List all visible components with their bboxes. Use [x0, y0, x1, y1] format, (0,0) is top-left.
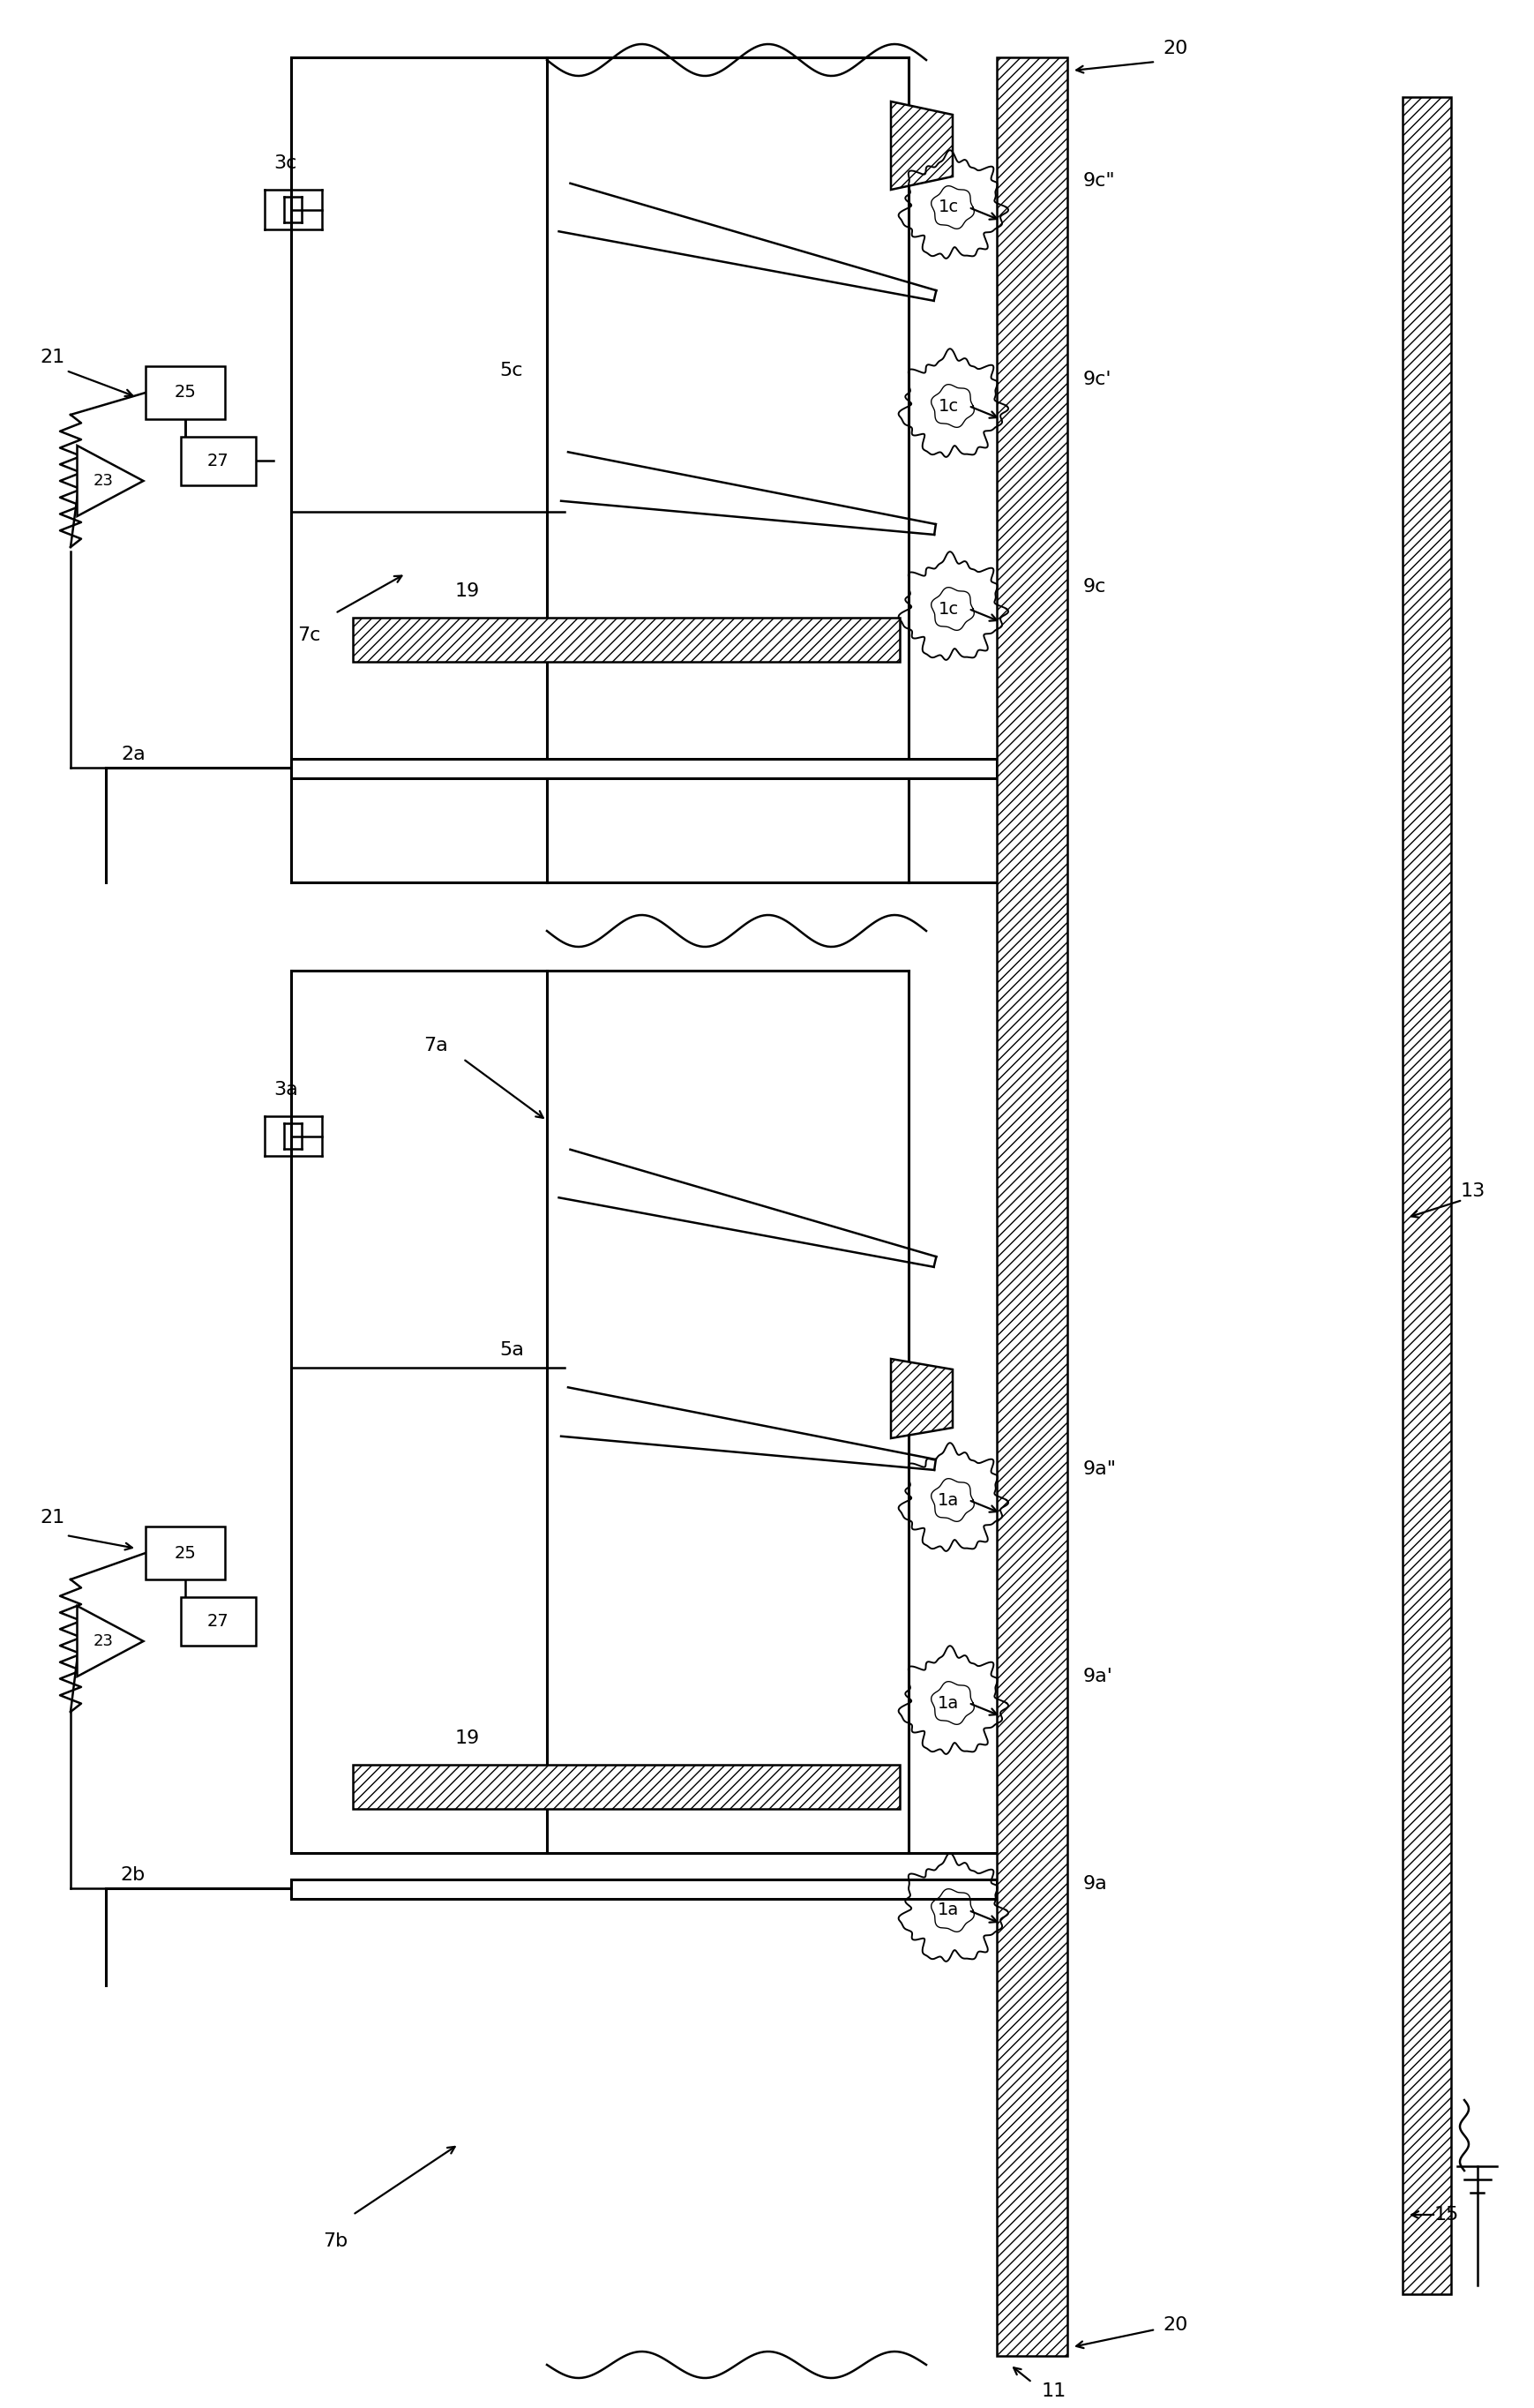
Text: 19: 19: [456, 1729, 480, 1748]
Text: 15: 15: [1434, 2206, 1459, 2223]
Bar: [181, 436, 256, 486]
Text: 25: 25: [175, 1544, 196, 1560]
Text: 9c": 9c": [1083, 171, 1115, 190]
Text: 1c: 1c: [939, 200, 959, 217]
Text: 5c: 5c: [500, 361, 523, 380]
Bar: [353, 619, 900, 662]
Text: 20: 20: [1163, 2316, 1187, 2333]
Text: 9a': 9a': [1083, 1669, 1114, 1686]
Text: 1a: 1a: [937, 1902, 959, 1919]
Text: 9c': 9c': [1083, 371, 1112, 388]
Text: 9a": 9a": [1083, 1459, 1117, 1479]
Polygon shape: [891, 1358, 953, 1438]
Polygon shape: [891, 101, 953, 190]
Bar: [291, 759, 997, 778]
Text: 13: 13: [1460, 1182, 1485, 1199]
Text: 27: 27: [207, 453, 229, 470]
Text: 23: 23: [94, 1633, 114, 1649]
Text: 1a: 1a: [937, 1491, 959, 1507]
Bar: [1402, 96, 1451, 2295]
Bar: [291, 1881, 997, 1900]
Text: 25: 25: [175, 385, 196, 402]
Polygon shape: [77, 1606, 143, 1676]
Text: 1c: 1c: [939, 600, 959, 616]
Text: 20: 20: [1163, 39, 1187, 58]
Text: 1a: 1a: [937, 1695, 959, 1712]
Bar: [997, 58, 1068, 2355]
Text: 23: 23: [94, 472, 114, 489]
Text: 11: 11: [1042, 2382, 1066, 2401]
Bar: [353, 1765, 900, 1808]
Polygon shape: [77, 445, 143, 515]
Text: 9c: 9c: [1083, 578, 1106, 595]
Text: 19: 19: [456, 583, 480, 600]
Text: 9a: 9a: [1083, 1876, 1108, 1893]
Text: 21: 21: [40, 349, 66, 366]
Text: 27: 27: [207, 1613, 229, 1630]
Text: 2a: 2a: [121, 746, 146, 763]
Text: 21: 21: [40, 1510, 66, 1527]
Text: 7c: 7c: [298, 626, 321, 643]
Text: 7a: 7a: [423, 1038, 448, 1055]
Text: 3a: 3a: [273, 1081, 298, 1098]
Bar: [181, 1597, 256, 1645]
Text: 2b: 2b: [121, 1866, 146, 1883]
Text: 5a: 5a: [500, 1341, 525, 1358]
Text: 3c: 3c: [273, 154, 296, 171]
Text: 1c: 1c: [939, 397, 959, 414]
Bar: [146, 1527, 225, 1580]
Text: 7b: 7b: [322, 2232, 348, 2249]
Bar: [146, 366, 225, 419]
